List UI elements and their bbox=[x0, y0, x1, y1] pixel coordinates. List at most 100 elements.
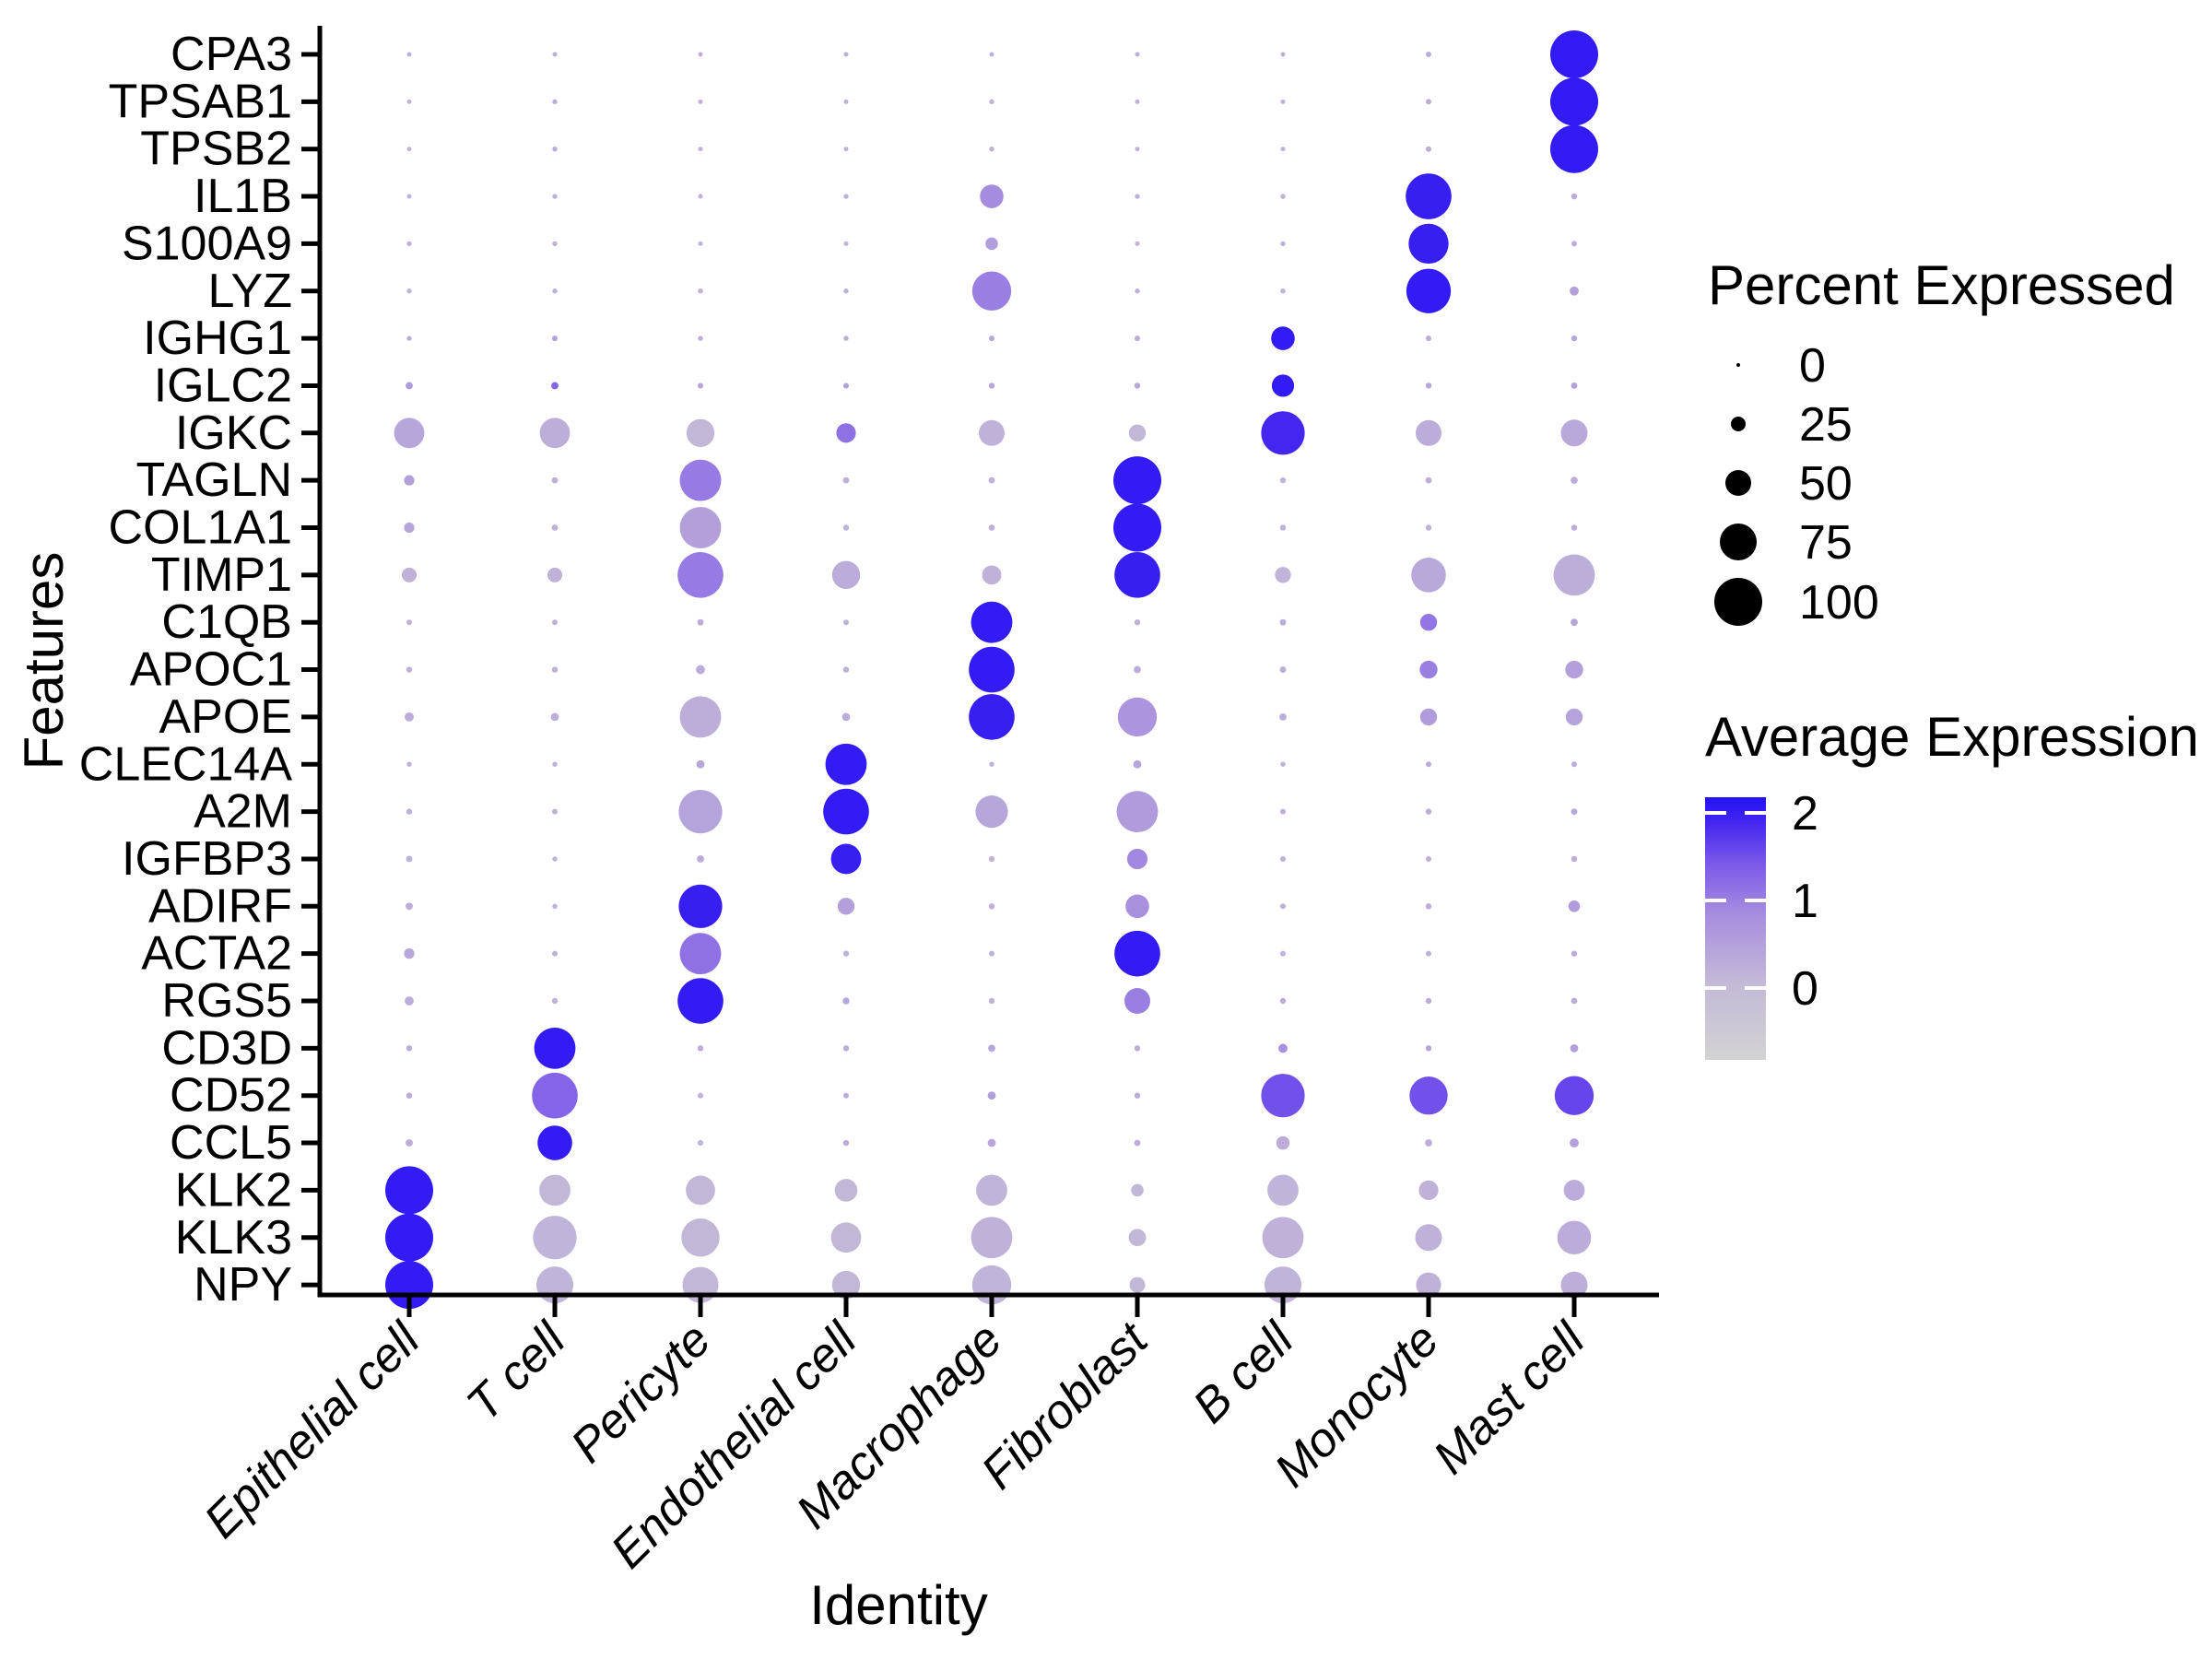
gene-label: CCL5 bbox=[170, 1116, 292, 1170]
expression-dot bbox=[843, 194, 849, 199]
expression-dot bbox=[971, 1217, 1013, 1259]
expression-dot bbox=[406, 194, 412, 199]
expression-dot bbox=[842, 950, 850, 957]
expression-dot bbox=[831, 1270, 861, 1300]
expression-dot bbox=[976, 1174, 1007, 1206]
expression-dot bbox=[1416, 1272, 1441, 1298]
expression-dot bbox=[987, 1091, 996, 1100]
expression-dot bbox=[1550, 124, 1598, 173]
expression-dot bbox=[552, 856, 558, 862]
expression-dot bbox=[1571, 950, 1578, 957]
expression-dot bbox=[989, 950, 994, 957]
expression-dot bbox=[1571, 997, 1578, 1005]
expression-dot bbox=[843, 241, 849, 246]
expression-dot bbox=[1134, 665, 1141, 674]
expression-dot bbox=[539, 418, 571, 449]
expression-dot bbox=[406, 619, 412, 626]
expression-dot bbox=[834, 1179, 858, 1202]
expression-dot bbox=[989, 335, 994, 342]
y-tick-labels: CPA3TPSAB1TPSB2IL1BS100A9LYZIGHG1IGLC2IG… bbox=[79, 28, 293, 1312]
expression-dot bbox=[1408, 223, 1449, 265]
expression-dot bbox=[1262, 1217, 1304, 1259]
expression-dot bbox=[696, 759, 705, 769]
expression-dot bbox=[1279, 477, 1287, 484]
expression-dot bbox=[988, 524, 995, 531]
expression-dot bbox=[1419, 614, 1438, 631]
expression-dot bbox=[1550, 77, 1598, 126]
expression-dot bbox=[988, 382, 995, 389]
expression-dot bbox=[385, 1213, 433, 1262]
expression-dot bbox=[1425, 1045, 1432, 1052]
colorbar-tick-label: 1 bbox=[1792, 875, 1818, 928]
expression-dot bbox=[1554, 1076, 1594, 1115]
expression-dot bbox=[1116, 791, 1159, 832]
expression-dot bbox=[1426, 146, 1431, 152]
expression-dot bbox=[679, 933, 722, 975]
expression-dot bbox=[1117, 697, 1158, 737]
expression-dot bbox=[1571, 761, 1577, 768]
expression-dot bbox=[551, 666, 559, 673]
expression-dot bbox=[1280, 194, 1286, 199]
gene-label: CD52 bbox=[170, 1069, 292, 1123]
expression-dot bbox=[1570, 1043, 1579, 1053]
expression-dot bbox=[1426, 335, 1431, 342]
expression-dot bbox=[404, 522, 415, 534]
gene-label: A2M bbox=[194, 785, 292, 839]
expression-dot bbox=[1131, 1183, 1144, 1197]
expression-dot bbox=[1128, 1229, 1147, 1247]
expression-dot bbox=[989, 147, 994, 152]
expression-dot bbox=[1411, 558, 1446, 593]
expression-dot bbox=[1280, 761, 1286, 767]
expression-dot bbox=[1113, 503, 1161, 552]
expression-dot bbox=[1114, 930, 1160, 977]
expression-dot bbox=[1419, 708, 1438, 726]
expression-dot bbox=[1135, 335, 1140, 342]
cell-type-label: Endothelial cell bbox=[601, 1312, 867, 1578]
expression-dot bbox=[681, 1218, 720, 1257]
expression-dot bbox=[969, 646, 1015, 693]
expression-dot bbox=[842, 666, 850, 673]
expression-dot bbox=[1426, 99, 1431, 105]
gene-label: IL1B bbox=[194, 170, 292, 223]
expression-dot bbox=[842, 1045, 850, 1052]
expression-dot bbox=[1557, 1220, 1592, 1255]
x-axis-title: Identity bbox=[809, 1574, 987, 1636]
expression-dot bbox=[1563, 1180, 1585, 1201]
expression-dot bbox=[551, 997, 559, 1005]
expression-dot bbox=[1280, 52, 1286, 57]
expression-dot bbox=[406, 1045, 413, 1052]
size-legend-dot bbox=[1714, 578, 1762, 626]
size-legend-label: 50 bbox=[1799, 457, 1853, 511]
expression-dot bbox=[698, 1092, 703, 1099]
expression-dot bbox=[1280, 99, 1286, 104]
expression-dot bbox=[1426, 950, 1431, 957]
expression-dot bbox=[988, 903, 995, 910]
expression-dot bbox=[405, 996, 414, 1006]
expression-dot bbox=[698, 147, 703, 152]
expression-dot bbox=[552, 241, 558, 247]
size-legend-dot bbox=[1731, 417, 1746, 431]
expression-dot bbox=[843, 288, 849, 294]
size-legend-title: Percent Expressed bbox=[1708, 254, 2175, 316]
expression-dot bbox=[843, 99, 849, 104]
gene-label: APOC1 bbox=[130, 643, 292, 697]
expression-dot bbox=[1280, 903, 1286, 910]
gene-label: NPY bbox=[194, 1258, 292, 1312]
expression-dot bbox=[678, 790, 723, 834]
expression-dot bbox=[842, 1139, 850, 1147]
expression-dot bbox=[843, 1092, 849, 1099]
gene-label: IGLC2 bbox=[154, 359, 292, 412]
gene-label: TAGLN bbox=[135, 453, 292, 507]
expression-dot bbox=[988, 855, 995, 863]
expression-dot bbox=[394, 418, 425, 449]
expression-dot bbox=[830, 1222, 862, 1253]
expression-dot bbox=[843, 52, 849, 57]
colorbar bbox=[1705, 797, 1766, 1060]
expression-dot bbox=[406, 855, 413, 863]
expression-dot bbox=[989, 52, 994, 57]
expression-dot bbox=[1134, 1139, 1141, 1147]
expression-dot bbox=[406, 808, 413, 815]
size-legend-dot bbox=[1736, 363, 1740, 367]
gene-label: LYZ bbox=[207, 265, 292, 318]
